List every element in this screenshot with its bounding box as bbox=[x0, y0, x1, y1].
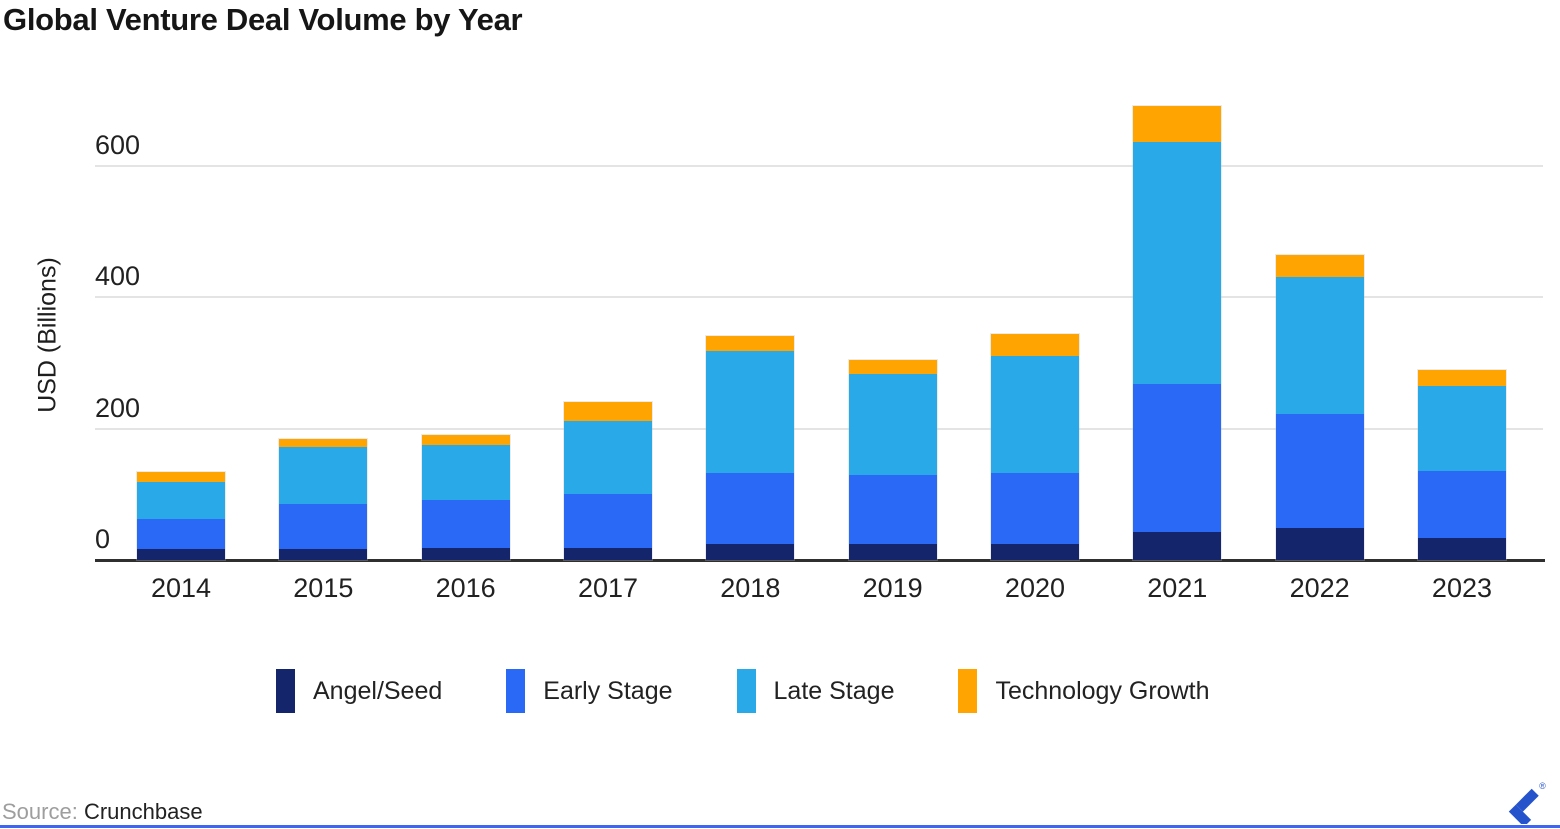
y-tick-label: 600 bbox=[95, 130, 141, 161]
legend-label-angel-seed: Angel/Seed bbox=[313, 676, 443, 705]
bar-segment bbox=[1417, 370, 1506, 387]
bar-segment bbox=[1133, 141, 1222, 385]
bar-segment bbox=[421, 499, 510, 549]
bar-segment bbox=[137, 481, 225, 519]
bar-segment bbox=[1275, 413, 1364, 529]
chart-title: Global Venture Deal Volume by Year bbox=[3, 2, 523, 37]
bar-segment bbox=[990, 472, 1079, 544]
bar-segment bbox=[848, 374, 937, 475]
legend-swatch-early-stage bbox=[506, 669, 526, 713]
y-tick-label: 0 bbox=[95, 524, 111, 554]
x-tick-label: 2019 bbox=[862, 573, 923, 603]
bar-segment bbox=[563, 401, 652, 421]
bar-segment bbox=[421, 548, 510, 560]
toptal-logo: ® bbox=[1504, 780, 1548, 827]
legend: Angel/Seed Early Stage Late Stage Techno… bbox=[276, 668, 1209, 714]
bar-segment bbox=[563, 548, 652, 560]
y-tick-label: 400 bbox=[95, 261, 141, 292]
bar-segment bbox=[706, 472, 795, 545]
bar-segment bbox=[279, 504, 368, 549]
x-tick-label: 2014 bbox=[150, 573, 212, 603]
bar-segment bbox=[706, 336, 795, 352]
legend-swatch-technology-growth bbox=[958, 669, 978, 713]
bar-segment bbox=[563, 494, 652, 549]
legend-item-technology-growth: Technology Growth bbox=[958, 669, 1209, 713]
bar-segment bbox=[137, 472, 225, 482]
bar-segment bbox=[137, 549, 225, 560]
x-tick-label: 2018 bbox=[720, 573, 781, 603]
bar-segment bbox=[848, 360, 937, 375]
registered-mark-icon: ® bbox=[1539, 781, 1546, 791]
bar-segment bbox=[1417, 471, 1506, 539]
bar-segment bbox=[706, 544, 795, 560]
bar-segment bbox=[1133, 384, 1222, 532]
bar-segment bbox=[421, 445, 510, 500]
legend-swatch-angel-seed bbox=[276, 669, 295, 713]
bar-segment bbox=[279, 447, 368, 505]
legend-swatch-late-stage bbox=[736, 669, 756, 713]
bar-segment bbox=[137, 518, 225, 550]
legend-item-late-stage: Late Stage bbox=[736, 669, 895, 713]
legend-item-angel-seed: Angel/Seed bbox=[276, 669, 442, 713]
x-tick-label: 2021 bbox=[1147, 573, 1208, 603]
x-tick-label: 2022 bbox=[1289, 573, 1350, 603]
bar-segment bbox=[990, 334, 1079, 356]
x-tick-label: 2020 bbox=[1004, 573, 1065, 603]
legend-label-early-stage: Early Stage bbox=[543, 676, 673, 705]
bar-segment bbox=[706, 351, 795, 473]
source-prefix: Source: bbox=[2, 799, 78, 824]
bar-segment bbox=[990, 543, 1079, 560]
brand-accent-line bbox=[0, 825, 1560, 828]
bar-segment bbox=[1133, 105, 1222, 142]
x-tick-label: 2017 bbox=[577, 573, 639, 603]
bar-segment bbox=[563, 420, 652, 495]
legend-item-early-stage: Early Stage bbox=[506, 669, 673, 713]
bar-segment bbox=[1417, 538, 1506, 560]
bar-segment bbox=[848, 543, 937, 560]
bar-segment bbox=[1275, 277, 1364, 414]
x-tick-label: 2015 bbox=[293, 573, 354, 603]
bar-segment bbox=[1133, 531, 1222, 560]
bar-segment bbox=[1417, 386, 1506, 472]
bar-segment bbox=[279, 548, 368, 560]
toptal-logo-mark bbox=[1508, 788, 1539, 827]
bar-segment bbox=[421, 435, 510, 446]
bar-segment bbox=[1275, 528, 1364, 560]
legend-label-technology-growth: Technology Growth bbox=[995, 676, 1210, 705]
source-name: Crunchbase bbox=[83, 799, 203, 824]
x-tick-label: 2023 bbox=[1431, 573, 1492, 603]
legend-label-late-stage: Late Stage bbox=[773, 676, 895, 705]
bar-segment bbox=[990, 355, 1079, 473]
y-tick-label: 200 bbox=[95, 392, 141, 423]
bar-segment bbox=[848, 474, 937, 544]
source-line: Source: Crunchbase bbox=[2, 799, 203, 825]
bar-segment bbox=[1275, 255, 1364, 278]
x-tick-label: 2016 bbox=[435, 573, 496, 603]
bar-segment bbox=[279, 439, 368, 448]
